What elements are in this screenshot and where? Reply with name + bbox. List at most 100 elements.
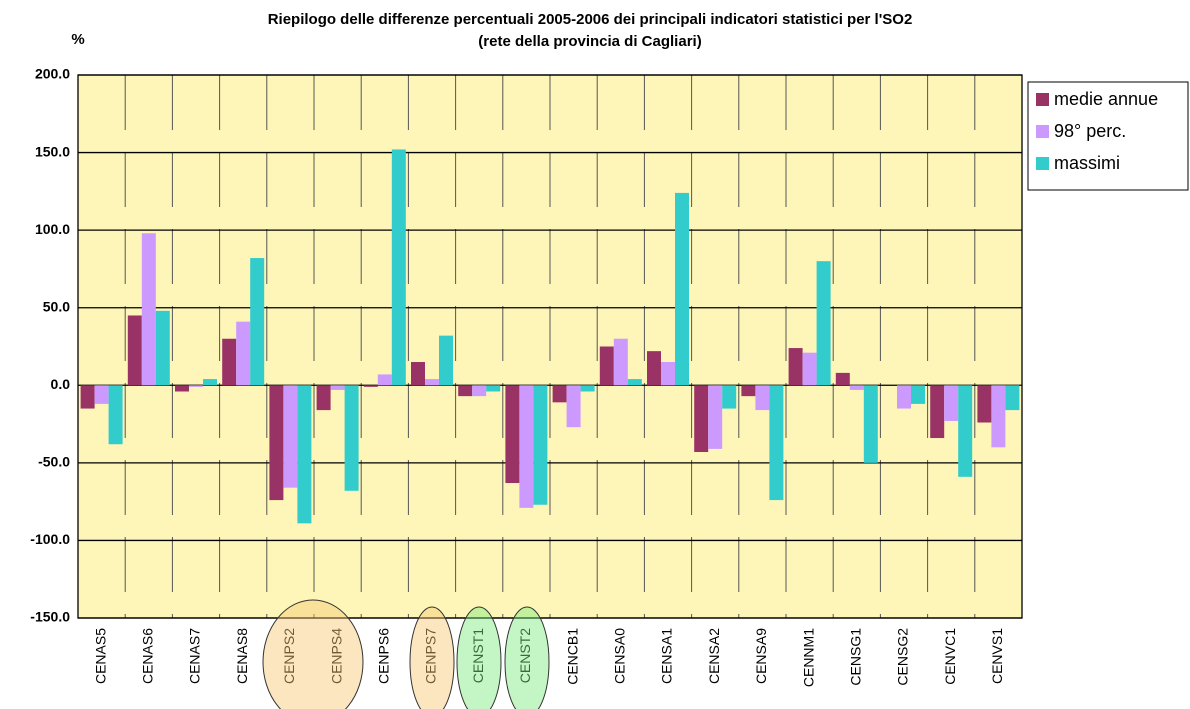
x-tick-label: CENAS7: [187, 628, 203, 684]
bar: [944, 385, 959, 421]
y-tick-label: 150.0: [35, 143, 70, 159]
bar: [486, 385, 501, 392]
y-tick-label: -150.0: [30, 609, 70, 625]
bar: [991, 385, 1006, 448]
y-tick-label: 200.0: [35, 66, 70, 82]
bar: [155, 310, 170, 386]
legend-swatch: [1036, 157, 1049, 170]
bar: [627, 379, 642, 386]
bar: [977, 385, 992, 423]
bar: [755, 385, 770, 411]
bar: [958, 385, 973, 477]
legend-label: 98° perc.: [1054, 121, 1126, 141]
bar: [911, 385, 925, 404]
x-tick-label: CENAS6: [140, 628, 156, 684]
bar: [377, 374, 392, 386]
bar: [647, 351, 661, 386]
x-tick-label: CENST2: [517, 628, 533, 683]
bar: [363, 385, 378, 387]
bar: [425, 379, 439, 386]
bar: [661, 362, 675, 386]
highlight-ellipse: [409, 606, 455, 709]
bar: [80, 385, 95, 409]
highlight-ellipse: [456, 606, 502, 709]
x-tick-label: CENSG2: [895, 628, 911, 686]
x-tick-label: CENST1: [470, 628, 486, 683]
grid-layer: [77, 74, 1023, 619]
x-tick-label: CENVC1: [942, 628, 958, 685]
bar: [930, 385, 945, 439]
bar: [141, 233, 156, 386]
y-tick-label: -50.0: [38, 454, 70, 470]
highlight-ellipse: [262, 599, 364, 709]
bar: [816, 261, 831, 386]
bar: [316, 385, 331, 411]
bar: [439, 335, 453, 386]
x-tick-label: CENNM1: [800, 628, 816, 687]
bar: [613, 338, 628, 386]
bar: [330, 385, 345, 390]
bar: [580, 385, 595, 392]
x-tick-label: CENSA1: [659, 628, 675, 684]
bar: [203, 379, 217, 386]
bar: [849, 385, 864, 390]
x-tick-label: CENCB1: [564, 628, 580, 685]
bar: [552, 385, 567, 403]
bar: [566, 385, 581, 428]
bar: [94, 385, 109, 404]
bar: [694, 385, 709, 452]
x-tick-label: CENSA9: [753, 628, 769, 684]
legend-swatch: [1036, 125, 1049, 138]
y-tick-label: 100.0: [35, 221, 70, 237]
bar: [708, 385, 723, 449]
bar: [1005, 385, 1020, 411]
plot-border: [77, 74, 1023, 619]
bar: [411, 362, 425, 386]
bars-layer: [80, 149, 1020, 524]
bar: [519, 385, 534, 508]
bar: [108, 385, 123, 445]
bar: [250, 258, 265, 386]
bar: [802, 352, 817, 386]
bar: [741, 385, 756, 397]
y-tick-label: 50.0: [43, 298, 70, 314]
x-tick-label: CENPS6: [376, 628, 392, 684]
bar: [283, 385, 298, 488]
bar: [769, 385, 784, 501]
x-tick-label: CENSA0: [612, 628, 628, 684]
bar: [391, 149, 406, 386]
x-tick-label: CENPS7: [423, 628, 439, 684]
x-tick-label: CENSA2: [706, 628, 722, 684]
legend-label: medie annue: [1054, 89, 1158, 109]
bar: [788, 348, 803, 386]
y-tick-label: 0.0: [51, 376, 71, 392]
x-tick-label: CENPS2: [281, 628, 297, 684]
labels-layer: -150.0 -100.0 -50.0 0.0 50.0 100.0 150.0 200.0 C…: [30, 66, 1005, 687]
legend-label: massimi: [1054, 153, 1120, 173]
legend-box: [1027, 81, 1189, 191]
bar: [458, 385, 473, 397]
x-tick-label: CENPS4: [328, 628, 344, 684]
bar: [599, 346, 614, 386]
x-tick-label: CENAS5: [92, 628, 108, 684]
bar: [222, 338, 237, 386]
y-tick-label: -100.0: [30, 531, 70, 547]
bar: [472, 385, 487, 397]
y-axis-label: %: [71, 31, 84, 48]
bar: [897, 385, 911, 409]
x-tick-label: CENAS8: [234, 628, 250, 684]
bar: [863, 385, 878, 463]
bar: [533, 385, 548, 505]
bar: [127, 315, 142, 386]
bar: [722, 385, 737, 409]
bar: [189, 385, 203, 387]
bar: [675, 192, 689, 386]
highlight-ellipse: [504, 606, 550, 709]
x-tick-label: CENSG1: [848, 628, 864, 686]
bar: [236, 321, 251, 386]
bar: [505, 385, 520, 484]
bar: [835, 372, 850, 386]
chart-subtitle: (rete della provincia di Cagliari): [478, 33, 701, 50]
chart-title: Riepilogo delle differenze percentuali 2…: [268, 11, 913, 28]
